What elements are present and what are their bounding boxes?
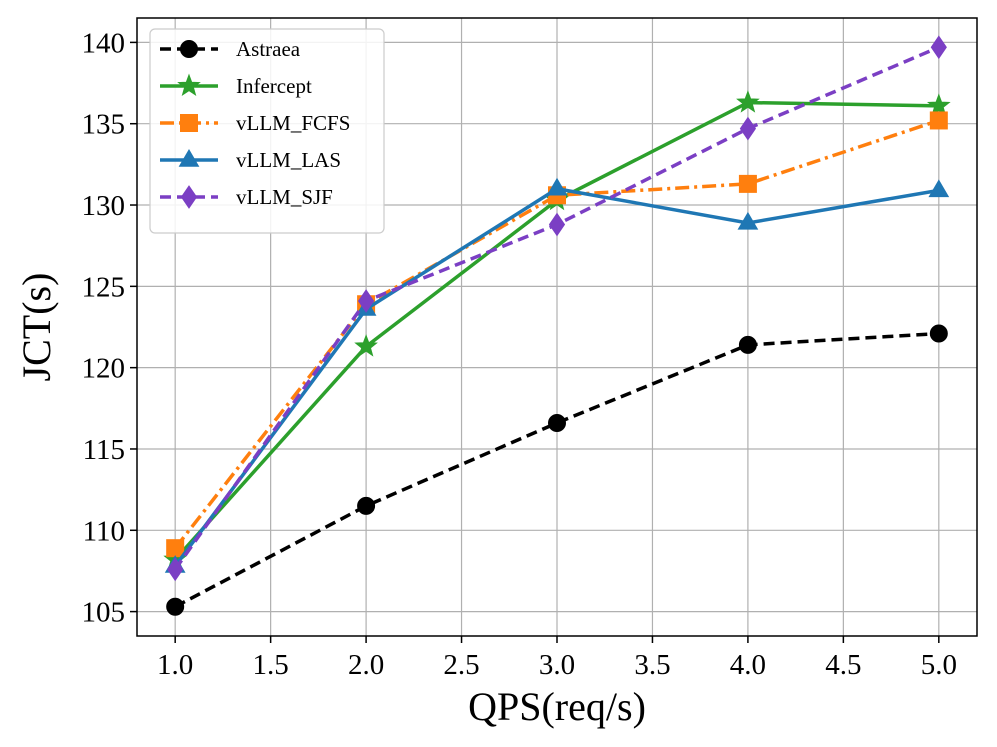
- data-point: [929, 111, 948, 130]
- ticks: 1.0 1.5 2.0 2.5 3.0 3.5 4.0 4.5 5.0 105 110 115 120 1…: [82, 27, 957, 681]
- series-Astraea: [166, 324, 948, 616]
- x-tick-label: 4.0: [730, 649, 766, 681]
- y-tick-label: 135: [82, 109, 126, 141]
- series-line: [174, 331, 939, 609]
- data-point: [738, 335, 757, 354]
- grid: [137, 18, 977, 636]
- legend-marker: [180, 40, 198, 58]
- data-point: [739, 116, 757, 141]
- y-tick-label: 110: [83, 515, 125, 547]
- legend-label: Infercept: [236, 74, 312, 98]
- x-tick-label: 1.0: [157, 649, 193, 681]
- legend-box: [149, 28, 385, 234]
- series-vLLM_SJF: [167, 35, 947, 582]
- x-axis-label: QPS(req/s): [468, 684, 646, 729]
- data-point: [546, 177, 568, 196]
- legend-marker: [178, 149, 200, 167]
- legend-item: vLLM_FCFS: [160, 111, 350, 135]
- data-point: [357, 289, 375, 313]
- legend-marker: [180, 114, 198, 132]
- legend-item: vLLM_LAS: [160, 148, 341, 172]
- legend-item: Infercept: [160, 73, 312, 98]
- x-tick-label: 1.5: [253, 649, 289, 681]
- series-layer: [163, 35, 951, 616]
- legend-label: vLLM_SJF: [236, 185, 333, 209]
- data-point: [548, 413, 566, 432]
- x-tick-label: 2.0: [348, 649, 384, 681]
- data-point: [929, 324, 948, 343]
- x-tick-label: 5.0: [921, 649, 957, 681]
- data-point: [737, 211, 759, 230]
- data-point: [930, 35, 947, 60]
- y-axis-label: JCT(s): [14, 273, 59, 382]
- y-tick-label: 125: [82, 271, 126, 303]
- data-point: [167, 557, 184, 582]
- legend-marker: [180, 185, 198, 209]
- y-tick-label: 140: [82, 27, 126, 59]
- y-tick-label: 115: [83, 434, 125, 466]
- y-tick-label: 120: [82, 353, 126, 385]
- legend: Astraea Infercept vLLM_FCFS vLLM_LAS vLLM_SJ…: [149, 28, 385, 234]
- data-point: [548, 212, 566, 237]
- data-point: [926, 93, 951, 116]
- x-tick-label: 2.5: [443, 649, 479, 681]
- data-point: [928, 179, 950, 198]
- x-tick-label: 3.0: [539, 649, 575, 681]
- x-tick-label: 3.5: [634, 649, 670, 681]
- legend-label: vLLM_LAS: [236, 148, 341, 172]
- y-tick-label: 130: [82, 190, 126, 222]
- data-point: [736, 90, 760, 113]
- data-point: [166, 597, 185, 616]
- legend-item: vLLM_SJF: [160, 185, 333, 209]
- data-point: [354, 334, 378, 357]
- legend-label: vLLM_FCFS: [236, 111, 350, 135]
- legend-item: Astraea: [160, 37, 301, 61]
- data-point: [738, 174, 757, 193]
- x-tick-label: 4.5: [825, 649, 861, 681]
- series-line: [173, 118, 940, 550]
- data-point: [357, 496, 376, 515]
- y-tick-label: 105: [82, 597, 126, 629]
- legend-label: Astraea: [236, 37, 301, 61]
- data-point: [166, 539, 185, 558]
- legend-marker: [177, 73, 201, 97]
